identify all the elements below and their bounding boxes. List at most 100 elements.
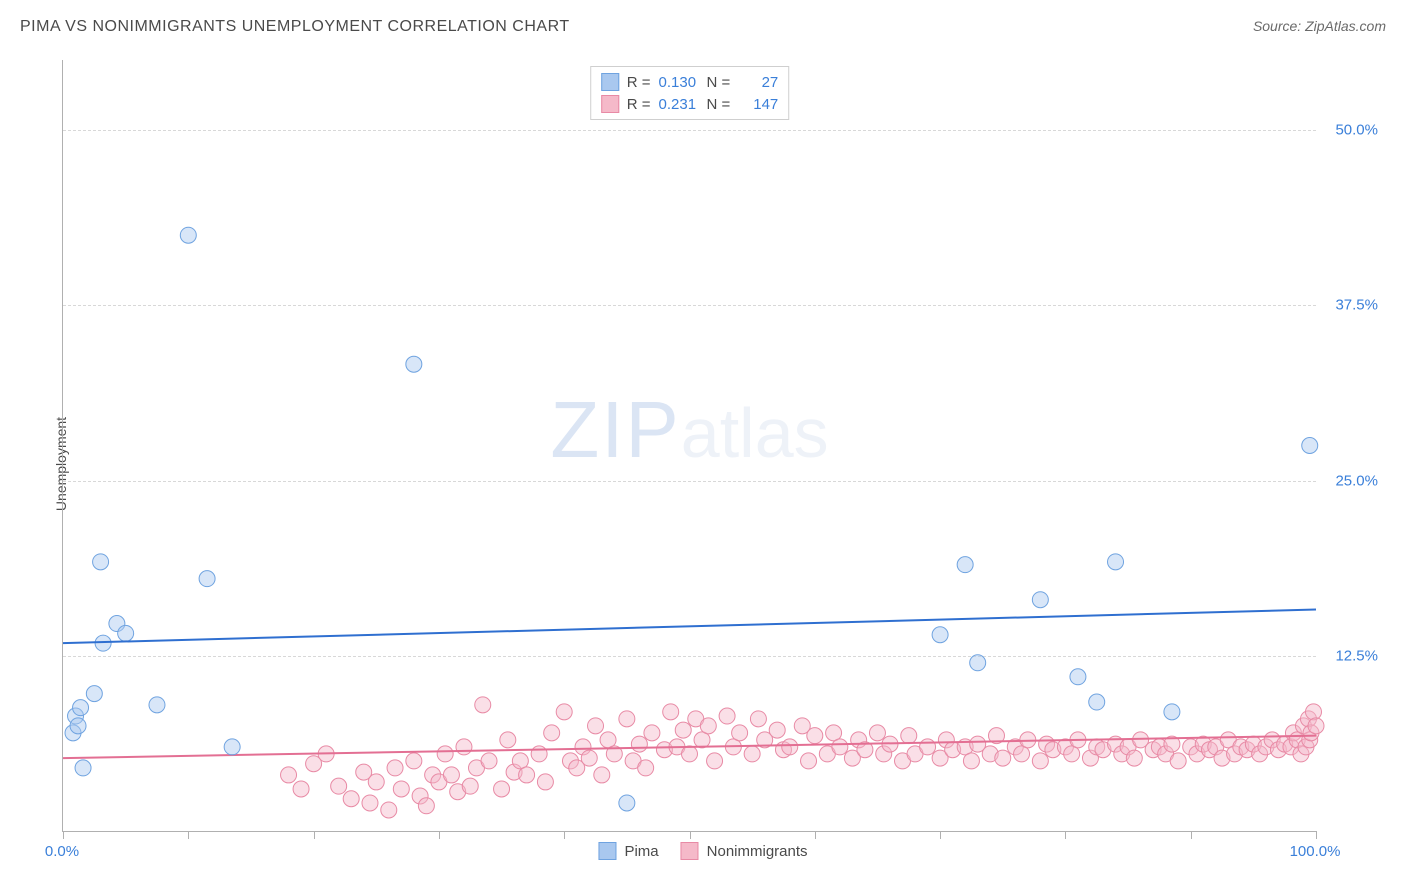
y-tick-label: 50.0% <box>1335 122 1378 139</box>
data-point <box>75 760 91 776</box>
data-point <box>744 746 760 762</box>
data-point <box>995 750 1011 766</box>
data-point <box>281 767 297 783</box>
data-point <box>437 746 453 762</box>
legend-stats-box: R = 0.130 N = 27 R = 0.231 N = 147 <box>590 66 790 120</box>
data-point <box>362 795 378 811</box>
data-point <box>149 697 165 713</box>
r-label: R = <box>627 74 651 91</box>
data-point <box>343 791 359 807</box>
source-attribution: Source: ZipAtlas.com <box>1253 18 1386 34</box>
data-point <box>638 760 654 776</box>
legend-label-nonimmigrants: Nonimmigrants <box>707 843 808 860</box>
data-point <box>199 571 215 587</box>
data-point <box>682 746 698 762</box>
data-point <box>456 739 472 755</box>
pima-n-value: 27 <box>738 74 778 91</box>
data-point <box>406 753 422 769</box>
swatch-pima <box>601 73 619 91</box>
data-point <box>644 725 660 741</box>
y-tick-label: 12.5% <box>1335 647 1378 664</box>
data-point <box>700 718 716 734</box>
legend-item-pima: Pima <box>598 842 658 860</box>
data-point <box>556 704 572 720</box>
x-tick <box>439 831 440 839</box>
data-point <box>406 356 422 372</box>
data-point <box>368 774 384 790</box>
legend-series: Pima Nonimmigrants <box>598 842 807 860</box>
n-label: N = <box>707 96 731 113</box>
data-point <box>675 722 691 738</box>
scatter-svg <box>63 60 1316 831</box>
data-point <box>331 778 347 794</box>
x-tick <box>188 831 189 839</box>
data-point <box>1164 704 1180 720</box>
source-prefix: Source: <box>1253 18 1305 34</box>
data-point <box>970 655 986 671</box>
r-label: R = <box>627 96 651 113</box>
data-point <box>1032 592 1048 608</box>
data-point <box>544 725 560 741</box>
data-point <box>1032 753 1048 769</box>
plot-area: ZIPatlas R = 0.130 N = 27 R = 0.231 N = … <box>62 60 1316 832</box>
data-point <box>86 686 102 702</box>
data-point <box>957 557 973 573</box>
data-point <box>1070 669 1086 685</box>
x-tick <box>1191 831 1192 839</box>
data-point <box>387 760 403 776</box>
data-point <box>494 781 510 797</box>
data-point <box>619 795 635 811</box>
data-point <box>93 554 109 570</box>
data-point <box>1126 750 1142 766</box>
source-name: ZipAtlas.com <box>1305 18 1386 34</box>
x-tick <box>314 831 315 839</box>
data-point <box>594 767 610 783</box>
data-point <box>581 750 597 766</box>
swatch-nonimmigrants <box>681 842 699 860</box>
data-point <box>963 753 979 769</box>
data-point <box>537 774 553 790</box>
legend-item-nonimmigrants: Nonimmigrants <box>681 842 808 860</box>
x-tick-label: 100.0% <box>1290 843 1341 860</box>
data-point <box>782 739 798 755</box>
plot-wrapper: Unemployment ZIPatlas R = 0.130 N = 27 R… <box>20 48 1386 880</box>
chart-header: PIMA VS NONIMMIGRANTS UNEMPLOYMENT CORRE… <box>20 18 1386 36</box>
y-tick-label: 25.0% <box>1335 472 1378 489</box>
x-tick <box>63 831 64 839</box>
data-point <box>531 746 547 762</box>
n-label: N = <box>707 74 731 91</box>
x-tick <box>564 831 565 839</box>
data-point <box>70 718 86 734</box>
data-point <box>118 625 134 641</box>
data-point <box>869 725 885 741</box>
data-point <box>462 778 478 794</box>
data-point <box>381 802 397 818</box>
data-point <box>707 753 723 769</box>
data-point <box>443 767 459 783</box>
y-tick-label: 37.5% <box>1335 297 1378 314</box>
data-point <box>393 781 409 797</box>
data-point <box>631 736 647 752</box>
data-point <box>901 728 917 744</box>
data-point <box>73 700 89 716</box>
data-point <box>293 781 309 797</box>
nonimmigrants-r-value: 0.231 <box>659 96 699 113</box>
data-point <box>500 732 516 748</box>
data-point <box>418 798 434 814</box>
data-point <box>180 227 196 243</box>
data-point <box>481 753 497 769</box>
data-point <box>750 711 766 727</box>
legend-stats-row-nonimmigrants: R = 0.231 N = 147 <box>601 93 779 115</box>
x-tick <box>690 831 691 839</box>
data-point <box>801 753 817 769</box>
pima-r-value: 0.130 <box>659 74 699 91</box>
data-point <box>932 627 948 643</box>
x-tick-label: 0.0% <box>45 843 79 860</box>
data-point <box>588 718 604 734</box>
swatch-pima <box>598 842 616 860</box>
x-tick <box>1316 831 1317 839</box>
data-point <box>1089 694 1105 710</box>
data-point <box>719 708 735 724</box>
data-point <box>1170 753 1186 769</box>
x-tick <box>1065 831 1066 839</box>
